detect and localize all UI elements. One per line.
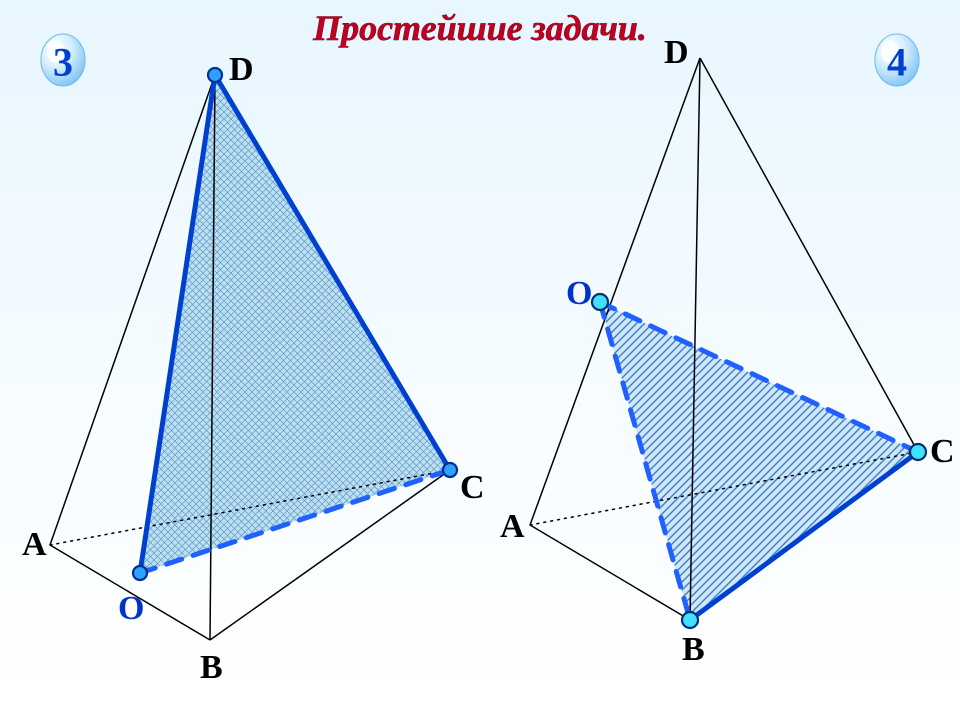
page-title: Простейшие задачи. xyxy=(312,8,647,48)
label-B: B xyxy=(200,649,223,686)
svg-text:4: 4 xyxy=(887,40,907,85)
label-D: D xyxy=(664,34,689,71)
diagram-canvas: Простейшие задачи. 3 4 A B C D O A B C D O xyxy=(0,0,960,720)
label-C: C xyxy=(460,469,485,506)
dot-D xyxy=(208,68,222,82)
tetrahedron-right: A B C D O xyxy=(500,34,955,668)
dot-O xyxy=(133,566,147,580)
label-C: C xyxy=(930,433,955,470)
badge-4: 4 xyxy=(875,34,919,86)
badge-3: 3 xyxy=(41,34,85,86)
dot-C xyxy=(443,463,457,477)
label-O: O xyxy=(566,275,592,312)
dot-C xyxy=(910,444,926,460)
dot-O xyxy=(592,294,608,310)
section-DOC xyxy=(140,75,450,573)
label-D: D xyxy=(229,51,254,88)
edge-AB xyxy=(530,525,690,620)
svg-text:3: 3 xyxy=(53,40,73,85)
dot-B xyxy=(682,612,698,628)
label-A: A xyxy=(500,508,525,545)
label-A: A xyxy=(22,526,47,563)
section-OBC xyxy=(600,302,918,620)
label-B: B xyxy=(682,631,705,668)
label-O: O xyxy=(118,590,144,627)
tetrahedron-left: A B C D O xyxy=(22,51,485,686)
